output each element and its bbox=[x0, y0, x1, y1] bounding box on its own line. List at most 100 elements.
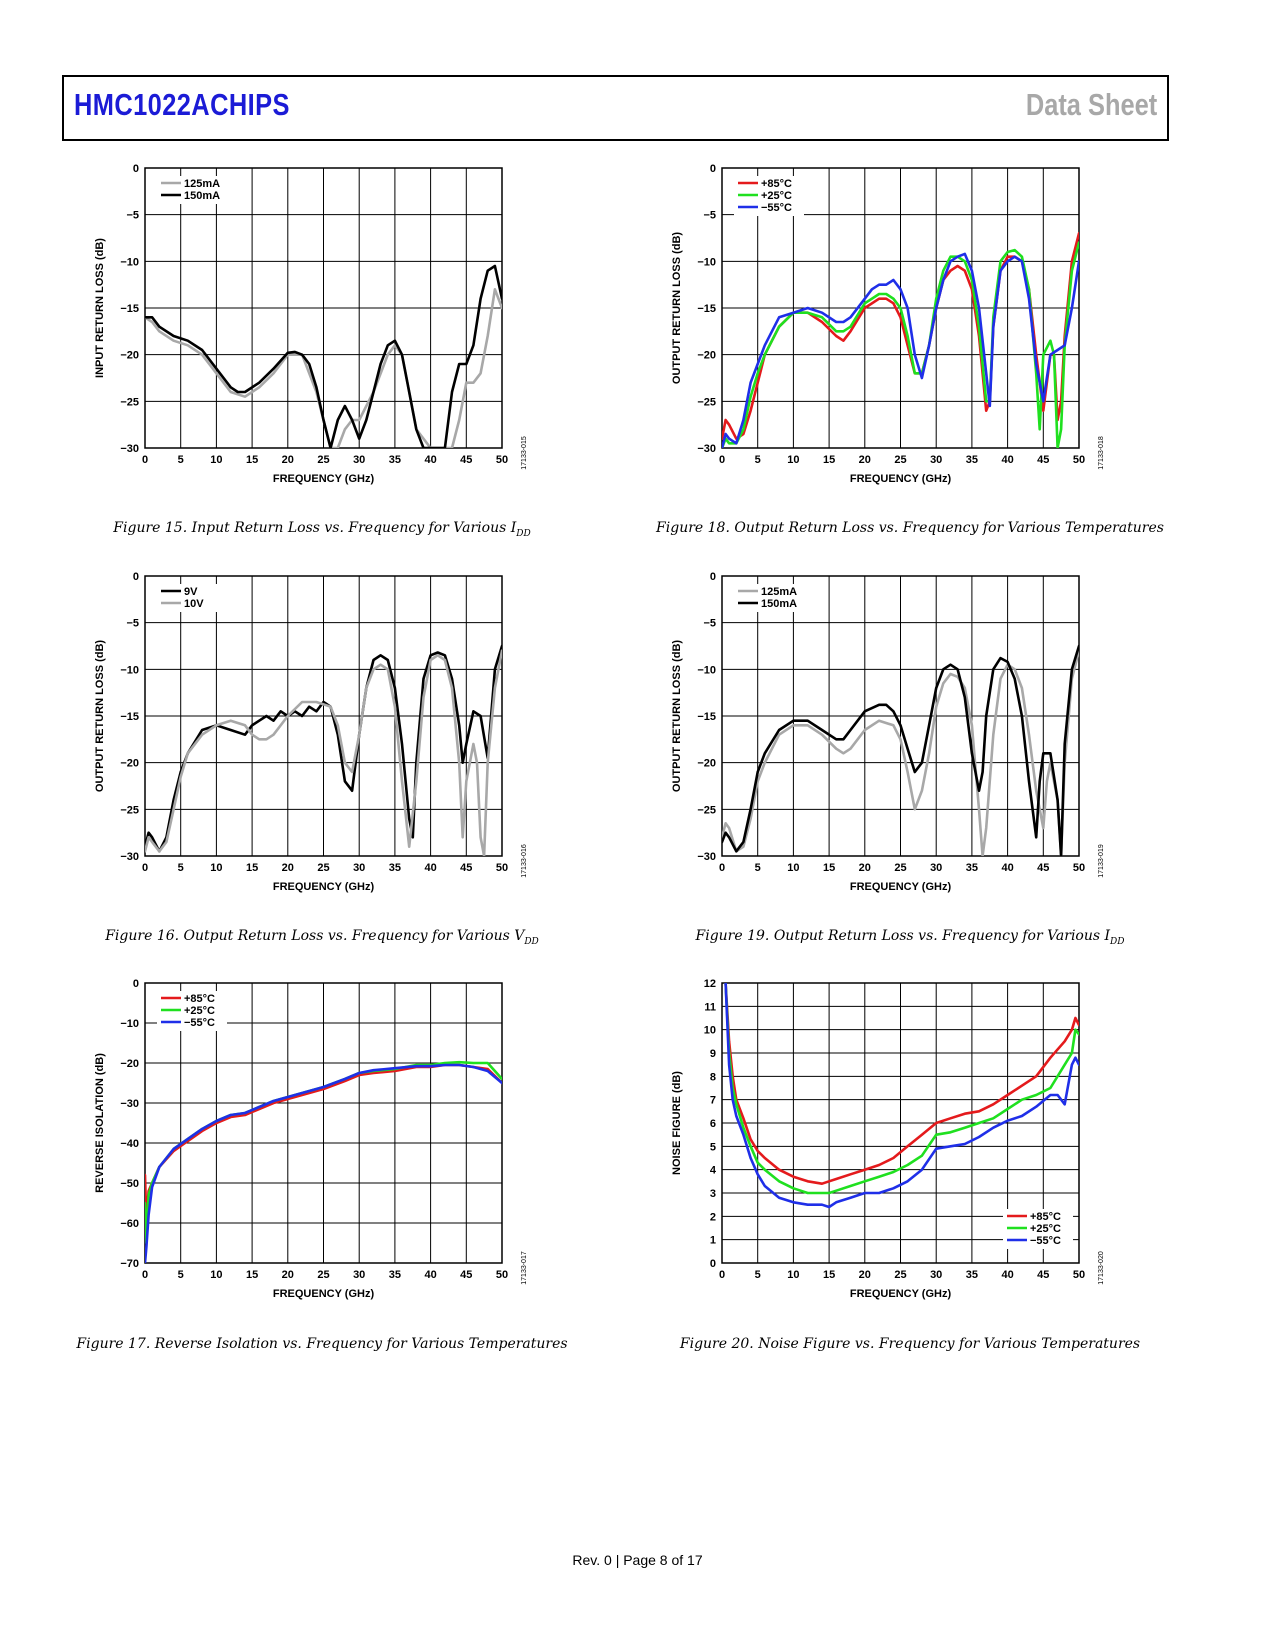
plot-frame bbox=[144, 982, 503, 1264]
series-line-85C bbox=[724, 983, 1079, 1185]
x-tick-label: 25 bbox=[894, 454, 906, 466]
x-tick-label: 20 bbox=[282, 1269, 294, 1281]
x-tick-label: 0 bbox=[142, 862, 148, 874]
y-tick-label: −30 bbox=[697, 443, 716, 455]
series-line-125mA bbox=[145, 288, 502, 448]
legend-label: −55°C bbox=[761, 202, 792, 214]
caption-fig20: Figure 20. Noise Figure vs. Frequency fo… bbox=[650, 1336, 1170, 1355]
series-line-150mA bbox=[722, 644, 1079, 856]
x-tick-label: 45 bbox=[460, 454, 472, 466]
x-tick-label: 45 bbox=[460, 862, 472, 874]
y-tick-label: −20 bbox=[120, 350, 139, 362]
y-tick-label: −5 bbox=[703, 210, 716, 222]
y-tick-label: −5 bbox=[126, 618, 139, 630]
chart-fig19: 0 5 10 15 20 25 30 35 40 45 50 0 −5 −10 −15 −20 −25 −30 FR… bbox=[662, 568, 1132, 913]
x-tick-label: 5 bbox=[755, 1269, 761, 1281]
x-tick-label: 15 bbox=[246, 862, 258, 874]
caption-subscript: DD bbox=[524, 936, 539, 947]
caption-main: Figure 19. Output Return Loss vs. Freque… bbox=[695, 928, 1111, 944]
x-tick-label: 50 bbox=[496, 862, 508, 874]
plot-frame bbox=[721, 575, 1080, 857]
legend: +85°C+25°C−55°C bbox=[157, 991, 227, 1031]
chart-fig17: 0 5 10 15 20 25 30 35 40 45 50 0 −10 −20 −30 −40 −50 −60 −… bbox=[85, 975, 555, 1320]
y-axis-title: OUTPUT RETURN LOSS (dB) bbox=[671, 640, 683, 792]
y-tick-label: −20 bbox=[697, 350, 716, 362]
y-tick-label: −5 bbox=[126, 210, 139, 222]
x-tick-label: 25 bbox=[317, 862, 329, 874]
y-tick-label: −10 bbox=[697, 256, 716, 268]
y-tick-label: −15 bbox=[120, 303, 139, 315]
x-tick-label: 40 bbox=[1001, 862, 1013, 874]
x-tick-label: 35 bbox=[389, 454, 401, 466]
y-tick-label: −20 bbox=[120, 1058, 139, 1070]
series-group bbox=[145, 644, 502, 856]
plot-frame bbox=[144, 575, 503, 857]
y-tick-label: −25 bbox=[697, 804, 716, 816]
x-tick-label: 5 bbox=[178, 862, 184, 874]
series-line-25C bbox=[722, 241, 1079, 448]
figure-code: 17133-019 bbox=[1098, 844, 1105, 878]
page-footer: Rev. 0 | Page 8 of 17 bbox=[572, 1552, 703, 1568]
legend: +85°C+25°C−55°C bbox=[734, 176, 804, 216]
y-tick-label: 10 bbox=[704, 1025, 716, 1037]
x-tick-label: 30 bbox=[930, 454, 942, 466]
series-line-55C bbox=[724, 983, 1079, 1209]
x-tick-label: 40 bbox=[424, 454, 436, 466]
y-axis-title: OUTPUT RETURN LOSS (dB) bbox=[94, 640, 106, 792]
legend-label: +85°C bbox=[184, 993, 215, 1005]
x-tick-label: 5 bbox=[178, 1269, 184, 1281]
y-tick-label: −30 bbox=[697, 851, 716, 863]
y-tick-label: 0 bbox=[133, 571, 139, 583]
x-tick-label: 50 bbox=[1073, 454, 1085, 466]
y-tick-label: −30 bbox=[120, 443, 139, 455]
series-line-150mA bbox=[145, 264, 502, 448]
x-tick-label: 40 bbox=[424, 862, 436, 874]
caption-main: Figure 15. Input Return Loss vs. Frequen… bbox=[113, 520, 517, 536]
legend-label: −55°C bbox=[184, 1017, 215, 1029]
caption-main: Figure 18. Output Return Loss vs. Freque… bbox=[656, 520, 1164, 536]
x-tick-label: 35 bbox=[966, 454, 978, 466]
y-tick-label: 0 bbox=[133, 163, 139, 175]
x-tick-label: 25 bbox=[894, 1269, 906, 1281]
legend-label: +85°C bbox=[761, 178, 792, 190]
y-axis-title: INPUT RETURN LOSS (dB) bbox=[94, 238, 106, 378]
series-group bbox=[145, 264, 502, 448]
x-tick-label: 30 bbox=[930, 1269, 942, 1281]
legend-label: 125mA bbox=[761, 586, 797, 598]
x-tick-label: 0 bbox=[719, 1269, 725, 1281]
legend-label: −55°C bbox=[1030, 1235, 1061, 1247]
x-tick-label: 30 bbox=[353, 862, 365, 874]
x-tick-label: 25 bbox=[317, 454, 329, 466]
legend: +85°C+25°C−55°C bbox=[1003, 1209, 1073, 1249]
chart-svg-fig18: 0 5 10 15 20 25 30 35 40 45 50 0 −5 −10 −15 −20 −25 −30 FR… bbox=[671, 163, 1105, 485]
y-tick-label: 0 bbox=[710, 1258, 716, 1270]
chart-fig20: 0 5 10 15 20 25 30 35 40 45 50 0 1 2 3 4 5 6 7 8 9 10 11 12 FREQ… bbox=[662, 975, 1132, 1320]
y-tick-label: −25 bbox=[697, 396, 716, 408]
y-tick-label: 3 bbox=[710, 1188, 716, 1200]
plot-frame bbox=[721, 982, 1080, 1264]
series-line-55C bbox=[145, 1063, 502, 1263]
y-tick-label: −25 bbox=[120, 804, 139, 816]
y-tick-label: −10 bbox=[697, 664, 716, 676]
legend-label: 150mA bbox=[761, 598, 797, 610]
caption-main: Figure 20. Noise Figure vs. Frequency fo… bbox=[679, 1336, 1141, 1352]
legend-label: 9V bbox=[184, 586, 198, 598]
x-axis-title: FREQUENCY (GHz) bbox=[850, 1288, 952, 1300]
caption-main: Figure 16. Output Return Loss vs. Freque… bbox=[105, 928, 525, 944]
series-group bbox=[722, 644, 1079, 856]
chart-svg-fig15: 0 5 10 15 20 25 30 35 40 45 50 0 −5 −10 −15 −20 −25 −30 FR… bbox=[94, 163, 528, 485]
x-tick-label: 15 bbox=[823, 862, 835, 874]
x-tick-label: 10 bbox=[210, 862, 222, 874]
x-axis-title: FREQUENCY (GHz) bbox=[850, 473, 952, 485]
y-tick-label: 1 bbox=[710, 1235, 716, 1247]
x-tick-label: 50 bbox=[1073, 862, 1085, 874]
legend-label: +85°C bbox=[1030, 1211, 1061, 1223]
x-tick-label: 15 bbox=[246, 454, 258, 466]
x-tick-label: 5 bbox=[178, 454, 184, 466]
part-number[interactable]: HMC1022ACHIPS bbox=[74, 87, 290, 122]
x-tick-label: 15 bbox=[823, 1269, 835, 1281]
chart-fig16: 0 5 10 15 20 25 30 35 40 45 50 0 −5 −10 −15 −20 −25 −30 FR… bbox=[85, 568, 555, 913]
y-tick-label: 9 bbox=[710, 1048, 716, 1060]
x-tick-label: 10 bbox=[210, 454, 222, 466]
